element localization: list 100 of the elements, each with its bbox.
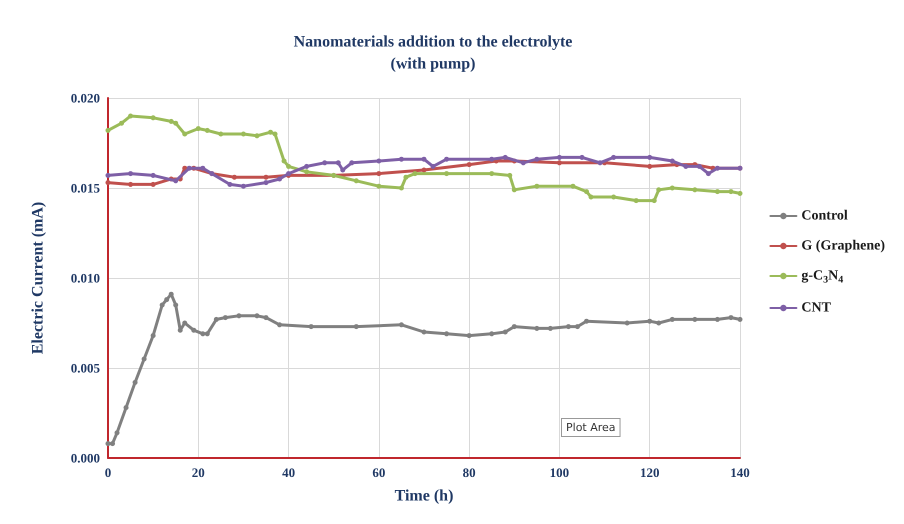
point [150,115,156,120]
point [652,198,657,204]
point [182,320,188,326]
x-tick-label: 80 [462,465,476,480]
point [106,128,110,133]
point [124,405,129,410]
point [512,187,517,192]
point [403,174,408,180]
point [200,331,206,336]
point [422,330,426,334]
point [534,326,540,331]
x-axis-title: Time (h) [394,488,454,504]
point [277,176,282,182]
point [168,118,174,124]
x-tick-label: 140 [730,465,750,480]
point [106,180,110,186]
point [264,180,268,186]
point [128,114,134,118]
point [128,171,134,176]
point [119,120,124,126]
point [489,331,494,336]
point [232,174,237,180]
point [204,128,210,133]
point [376,171,382,176]
point [150,172,156,178]
point [656,187,662,192]
point [322,160,328,166]
point [489,171,494,176]
point [489,156,494,162]
x-tick-label: 0 [104,465,112,480]
point [714,316,720,322]
point [173,120,178,126]
point [714,166,720,171]
point [584,318,590,324]
point [580,154,584,160]
point [204,331,210,336]
point [738,190,742,196]
point [714,189,720,194]
x-tick-label: 120 [640,465,660,480]
point [444,331,450,336]
point [574,324,580,330]
point [728,189,734,194]
point [706,171,711,176]
point [132,380,138,385]
x-tick-label: 40 [282,465,296,480]
point [647,164,652,169]
point [110,441,116,446]
point [349,160,354,166]
point [354,324,359,330]
point [106,172,110,178]
point [272,132,278,136]
point [264,315,268,320]
point [142,356,147,362]
point [534,156,540,162]
point [268,130,274,135]
point [556,160,562,166]
point [566,324,571,330]
point [398,322,404,328]
point [670,316,675,322]
point [286,164,292,169]
point [738,316,742,322]
point [160,302,165,308]
x-tick-label: 20 [192,465,205,480]
y-tick-label: 0.015 [70,180,100,196]
point [692,187,698,192]
point [114,430,120,436]
point [444,156,450,162]
point [656,320,662,326]
point [548,326,553,331]
point [304,164,310,169]
point [164,297,170,302]
legend-label: Control [801,208,848,224]
point [611,154,616,160]
point [376,158,382,164]
point [254,313,260,318]
point [354,178,359,184]
point [106,441,110,446]
point [196,126,201,132]
point [584,189,590,194]
point [222,315,228,320]
y-tick-label: 0.010 [70,270,100,286]
point [598,160,603,166]
point [534,184,540,189]
point [340,168,346,172]
point [150,182,156,187]
point [308,324,314,330]
point [670,186,675,190]
point [214,316,219,322]
point [150,333,156,338]
point [422,168,426,172]
point [696,164,702,169]
y-axis-title: Electric Current (mA) [30,202,46,354]
point [556,154,562,160]
point [611,194,616,200]
point [227,182,232,187]
point [670,158,675,164]
point [336,160,341,166]
point [647,318,652,324]
point [240,184,246,189]
point [430,164,436,169]
